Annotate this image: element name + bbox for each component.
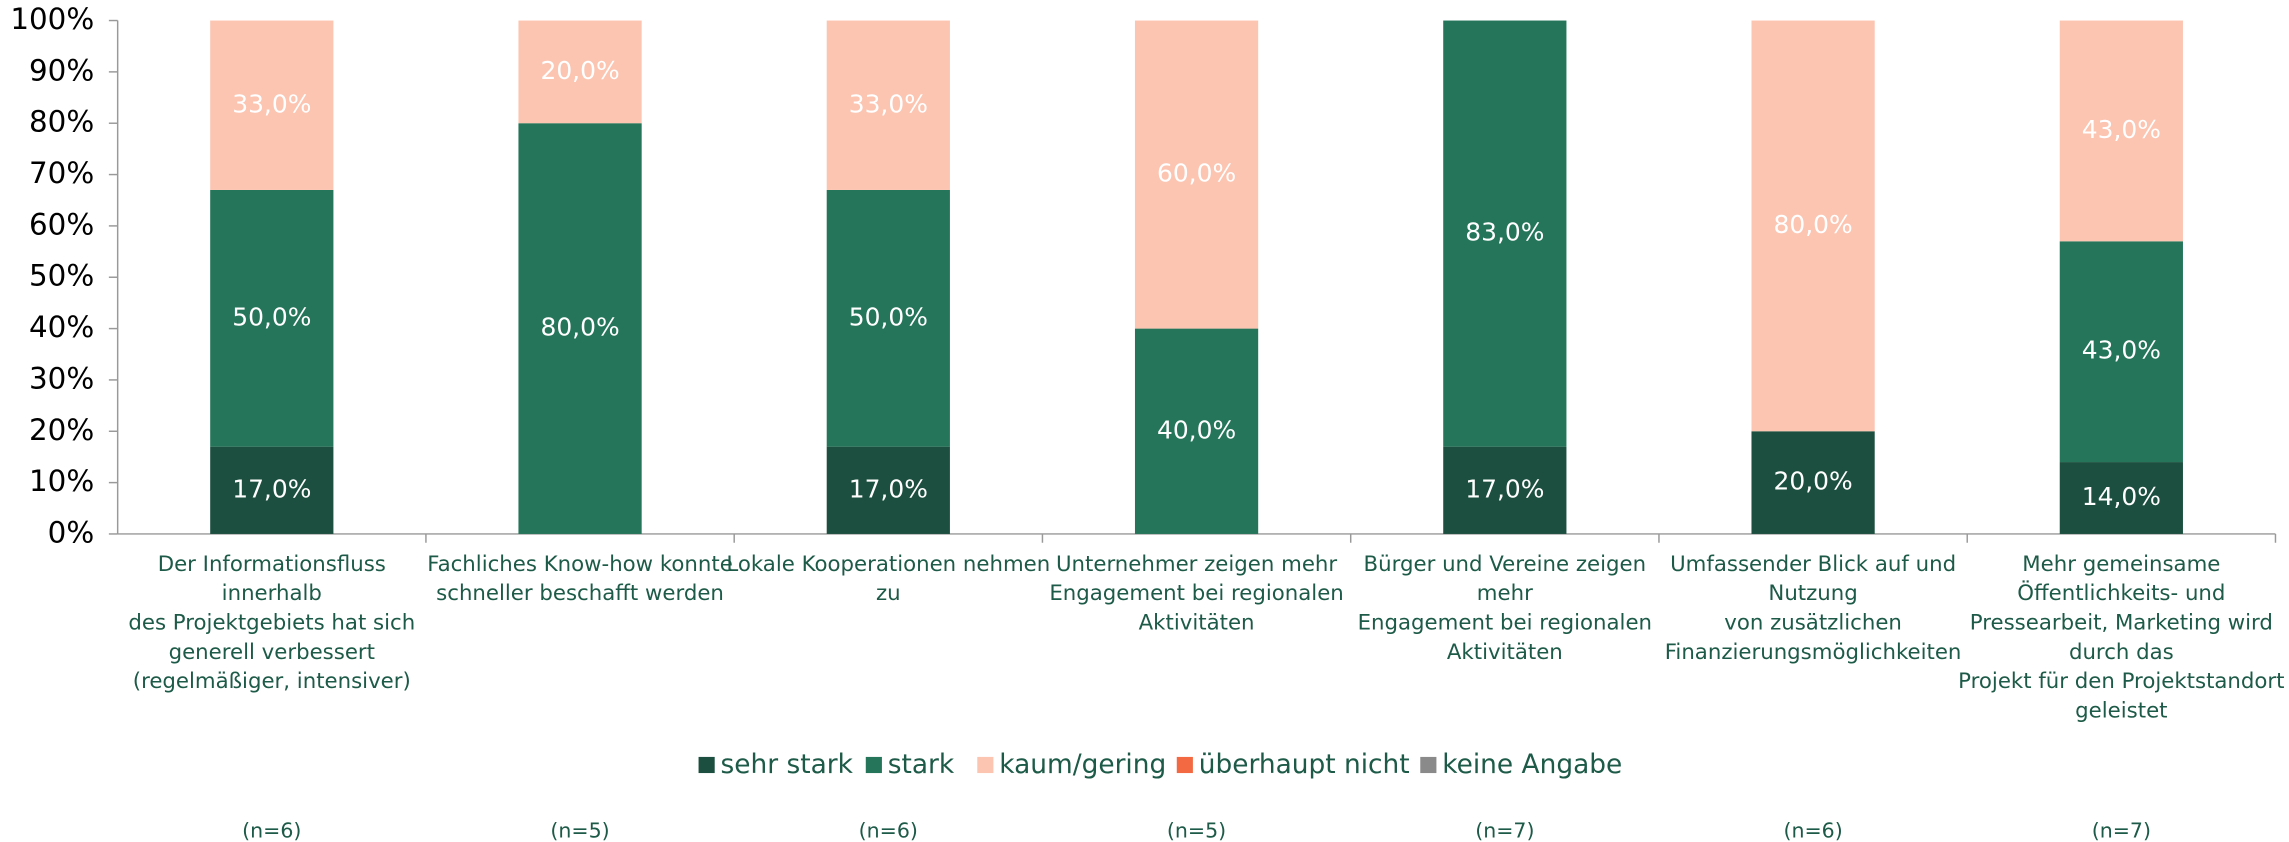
legend-label: keine Angabe [1442, 749, 1622, 780]
sample-size: (n=6) [1783, 819, 1842, 842]
legend-label: kaum/gering [999, 749, 1166, 780]
x-tick-label-line: Der Informationsfluss [158, 552, 386, 577]
bar-segment [210, 189, 334, 447]
bar-segment [1751, 20, 1875, 432]
value-label: 50,0% [849, 302, 928, 331]
x-tick-label-line: Bürger und Vereine zeigen [1364, 552, 1647, 577]
x-tick-label-line: geleistet [2075, 698, 2167, 723]
x-tick-label-line: schneller beschafft werden [436, 581, 724, 606]
sample-size: (n=5) [550, 819, 609, 842]
bar-segment [2059, 241, 2183, 463]
legend-swatch [865, 756, 882, 774]
x-tick-label: Der Informationsfluss innerhalb des Projek… [128, 552, 415, 694]
x-tick-label-line: des Projektgebiets hat sich [128, 610, 415, 635]
bar-segment [518, 20, 642, 124]
x-tick-label-line: innerhalb [222, 581, 322, 606]
x-tick-label: Unternehmer zeigen mehr Engagement bei re… [1049, 552, 1343, 636]
x-tick-label: Fachliches Know-how konnte schneller besc… [427, 552, 732, 606]
bar-segment [1443, 446, 1567, 534]
bar-segment [1134, 328, 1259, 534]
x-tick-label: Bürger und Vereine zeigen mehr Engagement … [1358, 552, 1652, 665]
y-tick-label: 40% [29, 310, 94, 344]
y-tick-label: 60% [29, 207, 94, 241]
x-tick-label-line: von zusätzlichen [1724, 610, 1902, 635]
value-label: 60,0% [1157, 159, 1236, 188]
x-tick-label-line: Nutzung [1768, 581, 1857, 606]
x-tick-label-line: Fachliches Know-how konnte [427, 552, 732, 577]
y-tick-label: 90% [29, 53, 94, 87]
x-tick-label-line: durch das [2069, 640, 2174, 665]
value-label: 80,0% [540, 313, 619, 342]
y-tick-label: 0% [48, 515, 95, 549]
y-tick-label: 30% [29, 361, 94, 395]
bar-segment [2059, 20, 2183, 242]
x-tick-label-line: Umfassender Blick auf und [1670, 552, 1956, 577]
value-label: 50,0% [232, 302, 311, 331]
bar-segment [826, 20, 950, 190]
bar-segment [1134, 20, 1259, 329]
value-label: 20,0% [1774, 467, 1853, 496]
value-label: 33,0% [232, 89, 311, 118]
x-tick-label-line: Lokale Kooperationen nehmen [726, 552, 1050, 577]
x-tick-label-line: Öffentlichkeits- und [2017, 580, 2225, 606]
legend-swatch [1176, 756, 1193, 774]
x-tick-label-line: Pressearbeit, Marketing wird [1970, 610, 2273, 635]
x-tick-label-line: zu [876, 581, 901, 606]
x-tick-label: Umfassender Blick auf und Nutzung von zusä… [1665, 552, 1962, 665]
bar-segment [518, 123, 642, 534]
bar-segment [1443, 20, 1567, 447]
x-tick-label-line: Engagement bei regionalen [1049, 581, 1343, 606]
legend-swatch [977, 756, 994, 774]
legend-swatch [1420, 756, 1437, 774]
x-tick-label-line: Unternehmer zeigen mehr [1056, 552, 1337, 577]
sample-size: (n=6) [242, 819, 301, 842]
y-tick-label: 20% [29, 413, 94, 447]
bar-segment [210, 446, 334, 534]
value-label: 43,0% [2082, 115, 2161, 144]
value-label: 17,0% [849, 474, 928, 503]
bar-segment [826, 446, 950, 534]
sample-size: (n=7) [1475, 819, 1534, 842]
x-tick-label-line: (regelmäßiger, intensiver) [133, 669, 411, 694]
legend-label: überhaupt nicht [1199, 749, 1410, 780]
legend-swatch [698, 756, 715, 774]
y-tick-label: 50% [29, 259, 94, 293]
value-label: 14,0% [2082, 482, 2161, 511]
x-tick-label-line: Engagement bei regionalen [1358, 610, 1652, 635]
x-tick-label: Mehr gemeinsame Öffentlichkeits- und Press… [1958, 552, 2284, 724]
x-tick-label-line: Finanzierungsmöglichkeiten [1665, 640, 1962, 665]
value-label: 17,0% [232, 474, 311, 503]
bar-segment [826, 189, 950, 447]
x-tick-label: Lokale Kooperationen nehmen zu [726, 552, 1050, 606]
y-tick-label: 70% [29, 156, 94, 190]
legend-label: stark [888, 749, 955, 780]
value-label: 80,0% [1774, 210, 1853, 239]
sample-size: (n=5) [1167, 819, 1226, 842]
y-tick-label: 80% [29, 105, 94, 139]
x-tick-label-line: generell verbessert [169, 640, 375, 665]
x-tick-label-line: mehr [1477, 581, 1533, 606]
sample-size: (n=6) [859, 819, 918, 842]
x-tick-label-line: Aktivitäten [1139, 610, 1255, 635]
value-label: 17,0% [1465, 474, 1544, 503]
value-label: 43,0% [2082, 336, 2161, 365]
y-tick-label: 100% [10, 2, 94, 36]
x-tick-label-line: Projekt für den Projektstandort [1958, 669, 2284, 694]
y-tick-label: 10% [29, 464, 94, 498]
x-tick-label-line: Mehr gemeinsame [2022, 552, 2220, 577]
bar-segment [210, 20, 334, 190]
bar-segment [2059, 462, 2183, 534]
value-label: 83,0% [1465, 218, 1544, 247]
x-tick-label-line: Aktivitäten [1447, 640, 1563, 665]
legend-label: sehr stark [721, 749, 854, 780]
bar-segment [1751, 431, 1875, 534]
sample-size: (n=7) [2092, 819, 2151, 842]
value-label: 20,0% [540, 56, 619, 85]
value-label: 40,0% [1157, 415, 1236, 444]
value-label: 33,0% [849, 89, 928, 118]
